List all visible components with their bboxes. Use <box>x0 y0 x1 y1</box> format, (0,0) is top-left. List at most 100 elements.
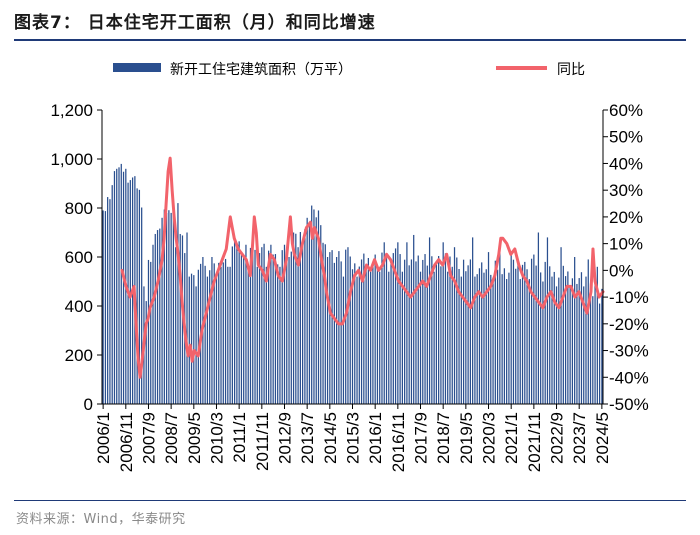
bar <box>274 254 277 404</box>
bar <box>220 266 222 404</box>
legend-label-floor-area: 新开工住宅建筑面积（万平） <box>170 62 352 78</box>
x-tick-label: 2019/5 <box>457 412 476 464</box>
bar <box>499 252 501 404</box>
bar <box>163 209 165 404</box>
bar <box>551 276 553 404</box>
bar <box>354 263 356 404</box>
bar <box>508 272 510 404</box>
bar <box>147 259 150 404</box>
bar <box>324 244 326 404</box>
bar <box>555 286 558 404</box>
bar <box>592 296 594 404</box>
bar <box>279 266 281 404</box>
bar <box>295 233 297 404</box>
bar <box>270 244 272 404</box>
bar <box>320 225 322 404</box>
bar <box>540 272 542 404</box>
x-tick-label: 2012/9 <box>275 412 294 464</box>
bar <box>512 259 515 404</box>
left-tick-label: 400 <box>65 297 93 316</box>
bar <box>478 268 481 404</box>
bar <box>265 266 267 404</box>
bar <box>111 185 113 404</box>
bar <box>206 276 209 404</box>
bar <box>122 171 125 404</box>
bar <box>258 253 261 404</box>
bar <box>388 271 390 404</box>
bar <box>186 232 188 404</box>
bar <box>490 274 492 404</box>
bar <box>564 276 567 404</box>
bar <box>136 188 138 404</box>
bar <box>456 257 458 404</box>
bar <box>419 271 422 404</box>
bar <box>460 276 462 404</box>
bar <box>356 276 358 404</box>
bar <box>469 259 472 404</box>
bar <box>410 259 413 404</box>
bar <box>347 247 349 404</box>
bar <box>549 266 551 404</box>
bar <box>492 281 494 404</box>
bar <box>236 245 238 404</box>
right-tick-label: 40% <box>609 154 643 173</box>
bar <box>342 276 345 404</box>
legend: 新开工住宅建筑面积（万平） 同比 <box>113 62 585 78</box>
bar <box>213 263 215 404</box>
x-tick-label: 2020/3 <box>480 412 499 464</box>
bar <box>438 256 440 404</box>
bar <box>594 274 596 404</box>
bar <box>567 271 569 404</box>
bar <box>261 247 263 404</box>
bar <box>304 229 306 404</box>
bar <box>524 261 526 404</box>
bar <box>472 237 474 404</box>
bar <box>519 279 521 404</box>
bar <box>222 262 224 404</box>
x-tick-label: 2014/5 <box>321 412 340 464</box>
right-tick-label: 10% <box>609 235 643 254</box>
bar <box>517 261 519 404</box>
bar <box>415 261 417 404</box>
bar <box>370 271 372 404</box>
bar <box>351 269 354 404</box>
x-tick-label: 2013/7 <box>298 412 317 464</box>
bar <box>435 261 437 404</box>
bar <box>197 269 199 404</box>
figure-title: 图表7： 日本住宅开工面积（月）和同比增速 <box>14 13 376 33</box>
bar <box>288 257 290 404</box>
bar <box>227 266 229 404</box>
x-tick-label: 2021/1 <box>502 412 521 464</box>
bar <box>587 259 589 404</box>
bar <box>467 265 469 404</box>
right-axis-ticks: -50% -40% -30% -20% -10% 0% 10% 20% 30% 40% 50% 60% <box>603 101 649 414</box>
x-axis-ticks: 2006/1 2006/11 2007/9 2008/7 2009/5 2010/3 201… <box>94 404 612 472</box>
bar <box>283 244 286 404</box>
bar <box>465 271 467 404</box>
bar <box>458 269 460 404</box>
bar <box>286 250 288 405</box>
bar <box>172 212 175 404</box>
bar <box>161 217 163 404</box>
bar <box>238 241 240 404</box>
bar <box>560 247 562 404</box>
bar <box>116 168 118 404</box>
bar <box>404 259 406 404</box>
bar <box>254 249 256 404</box>
x-tick-label: 2017/9 <box>412 412 431 464</box>
right-tick-label: 0% <box>609 261 634 280</box>
bar <box>503 268 506 404</box>
bar <box>252 234 254 404</box>
bar <box>406 242 408 404</box>
bar <box>107 197 109 404</box>
bar <box>331 250 333 404</box>
bar <box>195 286 197 404</box>
bar <box>431 256 433 404</box>
left-tick-label: 1,000 <box>50 150 93 169</box>
bar <box>308 226 311 404</box>
x-tick-label: 2018/7 <box>434 412 453 464</box>
bar <box>546 237 549 404</box>
right-tick-label: -20% <box>609 315 649 334</box>
bar <box>159 228 161 404</box>
left-tick-label: 200 <box>65 346 93 365</box>
